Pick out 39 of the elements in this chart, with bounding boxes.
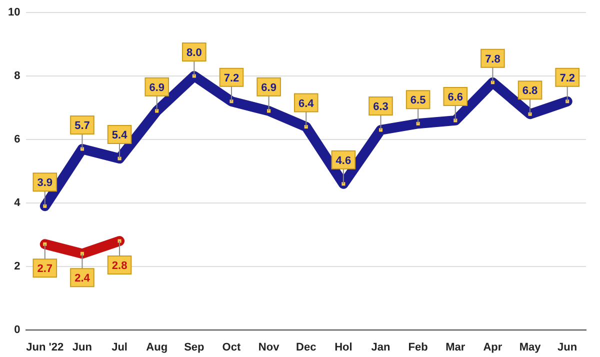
data-label: 6.9 [149,82,164,94]
x-tick-label: Aug [146,341,168,354]
x-tick-label: Hol [334,341,352,354]
data-label: 7.2 [560,72,575,84]
y-tick-label: 0 [14,324,20,336]
x-tick-label: Jun [72,341,92,354]
data-label: 6.3 [373,100,388,113]
y-tick-label: 8 [14,70,20,82]
data-label: 2.7 [37,263,53,276]
data-label: 7.2 [224,72,240,84]
x-tick-label: Nov [258,341,280,354]
x-tick-label: Feb [408,341,428,354]
x-tick-label: Mar [446,341,466,354]
data-label: 8.0 [186,47,202,60]
data-label: 6.4 [298,98,315,110]
x-tick-label: Jan [371,341,391,354]
data-label: 5.7 [74,120,90,132]
x-tick-label: Jul [112,341,128,354]
x-tick-label: Jun [558,341,578,354]
y-tick-label: 2 [14,260,20,272]
data-label: 6.6 [448,91,464,104]
x-tick-label: Sep [184,341,205,354]
data-label: 6.8 [522,85,538,98]
data-label: 2.4 [74,272,91,285]
data-label: 5.4 [112,130,128,142]
y-tick-label: 4 [14,196,22,209]
data-label: 6.9 [261,82,276,94]
data-label: 7.8 [485,53,500,66]
y-tick-label: 6 [14,134,20,146]
data-label: 6.5 [410,94,426,107]
x-tick-label: Dec [296,341,316,354]
data-label: 3.9 [37,177,53,190]
data-label: 2.8 [112,260,128,272]
data-label: 4.6 [336,154,352,167]
x-tick-label: Oct [222,341,241,354]
y-tick-label: 10 [8,6,20,19]
x-tick-label: Apr [483,341,503,354]
x-tick-label: Jun '22 [26,341,64,354]
x-tick-label: May [519,341,542,354]
